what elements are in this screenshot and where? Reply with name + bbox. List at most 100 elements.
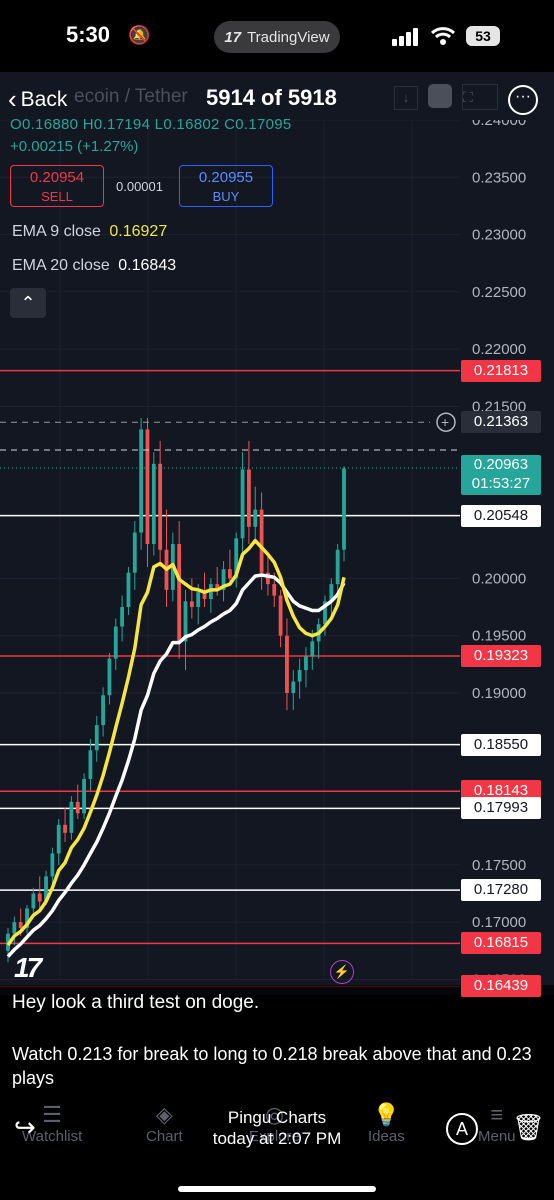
current-price-badge: 0.20963 01:53:27: [461, 455, 541, 496]
nav-chart[interactable]: ◈ Chart: [146, 1102, 183, 1145]
candle-body: [31, 893, 36, 909]
tradingview-logo-icon: 17: [224, 28, 242, 46]
top-bar: [0, 72, 554, 120]
price-tick-label: 0.17000: [472, 914, 526, 931]
candle-body: [145, 429, 150, 545]
sell-label: SELL: [41, 189, 73, 204]
candle-body: [63, 824, 67, 833]
candle-body: [189, 601, 194, 608]
candle-body: [202, 592, 207, 600]
crosshair-price-badge: 0.21363: [461, 411, 541, 434]
ema20-line: [6, 573, 346, 958]
nav-ideas[interactable]: 💡 Ideas: [368, 1102, 405, 1145]
candle-body: [278, 595, 283, 636]
download-icon[interactable]: ↓: [394, 86, 418, 110]
chart-icon: ◈: [155, 1102, 173, 1127]
candle-body: [266, 572, 270, 585]
wifi-icon: [430, 27, 456, 45]
candle-body: [329, 584, 334, 602]
more-options-icon[interactable]: ···: [508, 85, 538, 115]
price-tick-label: 0.20000: [472, 570, 526, 587]
candle-body: [259, 509, 264, 573]
candle-body: [304, 656, 308, 671]
nav-menu[interactable]: ≡ Menu: [478, 1102, 516, 1145]
boost-icon[interactable]: A: [446, 1113, 478, 1145]
share-icon[interactable]: ↪: [14, 1112, 36, 1142]
status-time: 5:30: [66, 22, 111, 47]
author-name[interactable]: Pingu Charts: [227, 1108, 327, 1127]
candle-body: [221, 569, 226, 590]
fullscreen-icon[interactable]: ⛶: [462, 84, 498, 110]
candle-body: [25, 908, 29, 928]
buy-label: BUY: [212, 189, 240, 204]
layout-icon[interactable]: [428, 84, 452, 108]
candle-body: [75, 801, 80, 814]
candle-body: [310, 641, 315, 657]
candle-body: [285, 635, 289, 693]
nav-watchlist-label: Watchlist: [22, 1128, 83, 1145]
nav-watchlist[interactable]: ☰ Watchlist: [22, 1102, 82, 1145]
trash-icon[interactable]: 🗑: [512, 1112, 546, 1142]
nav-explore-label: Explore: [249, 1128, 300, 1145]
app-pill-label: TradingView: [247, 28, 330, 46]
candle-body: [50, 853, 55, 877]
level-price-badge: 0.21813: [461, 359, 541, 382]
nav-explore[interactable]: ◎ Explore: [249, 1102, 300, 1145]
nav-chart-label: Chart: [146, 1128, 183, 1145]
change-readout: +0.00215 (+1.27%): [10, 138, 139, 155]
price-tick-label: 0.22000: [472, 341, 526, 358]
price-tick-label: 0.24000: [472, 120, 526, 129]
description-area: [0, 1029, 554, 1093]
candle-body: [196, 592, 201, 608]
nav-menu-label: Menu: [478, 1128, 516, 1145]
buy-button[interactable]: 0.20955 BUY: [179, 165, 273, 207]
price-tick-label: 0.22500: [472, 284, 526, 301]
candle-body: [151, 463, 156, 545]
level-price-badge: 0.17280: [461, 879, 541, 902]
idea-counter: 5914 of 5918: [206, 85, 337, 110]
price-tick-label: 0.23500: [472, 169, 526, 186]
bottom-bar: [0, 1093, 554, 1200]
ema20-legend[interactable]: EMA 20 close 0.16843: [12, 257, 176, 275]
crosshair-plus-glyph: +: [441, 414, 449, 430]
candle-body: [291, 681, 296, 693]
silent-bell-icon: 🔕: [128, 25, 151, 45]
ema9-legend[interactable]: EMA 9 close 0.16927: [12, 223, 167, 241]
candle-body: [126, 572, 131, 608]
candle-body: [215, 584, 220, 590]
lightning-icon[interactable]: ⚡: [330, 960, 354, 984]
candle-body: [227, 569, 232, 579]
tradingview-logo-icon: 17: [14, 952, 42, 983]
candle-body: [120, 607, 125, 627]
sell-price: 0.20954: [29, 169, 85, 186]
post-time: today at 2:07 PM: [212, 1129, 342, 1148]
crosshair-plus-icon: [436, 412, 456, 432]
candle-body: [88, 750, 93, 779]
candle-body: [247, 469, 251, 527]
level-price-badge: 0.16815: [461, 932, 541, 955]
battery-icon: 53: [466, 26, 500, 46]
candle-body: [342, 468, 346, 550]
back-button[interactable]: ‹ Back: [8, 84, 67, 115]
ema20-label: EMA 20 close: [12, 257, 110, 274]
chart-canvas: 0.240000.235000.230000.225000.220000.215…: [0, 120, 526, 989]
candle-body: [101, 695, 105, 726]
candle-body: [234, 538, 239, 579]
candle-body: [44, 876, 48, 902]
collapse-legend-button[interactable]: ⌃: [10, 288, 46, 318]
candle-body: [113, 626, 118, 659]
watchlist-icon: ☰: [42, 1102, 63, 1127]
candle-body: [240, 469, 245, 539]
candle-body: [323, 601, 327, 625]
signal-icon: [392, 28, 418, 46]
price-chart[interactable]: 0.24000 0.23500 0.23000 0.22500 0.22000 0.215…: [0, 120, 554, 995]
candle-body: [69, 801, 74, 833]
candle-body: [132, 532, 137, 573]
level-price-badge: 0.19323: [461, 644, 541, 667]
buy-price: 0.20955: [198, 169, 254, 186]
candle-body: [18, 922, 23, 928]
home-indicator[interactable]: [178, 1186, 376, 1192]
app-pill[interactable]: 17 TradingView: [214, 21, 340, 53]
level-price-badge: 0.20548: [461, 504, 541, 527]
sell-button[interactable]: 0.20954 SELL: [10, 165, 104, 207]
